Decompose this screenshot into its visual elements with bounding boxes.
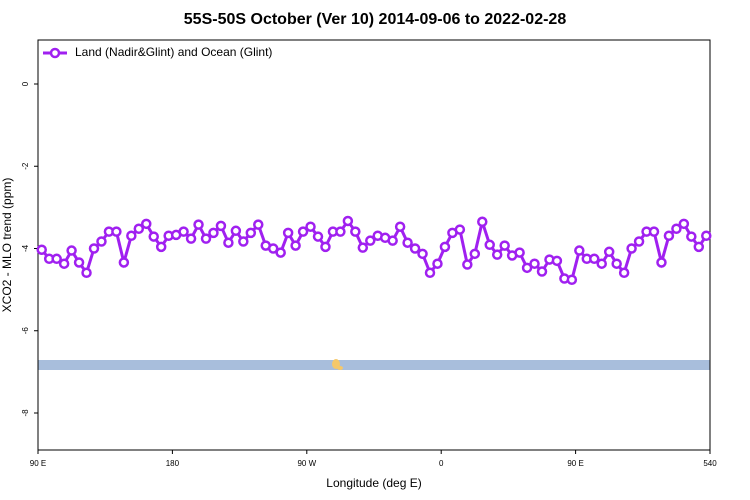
legend-label: Land (Nadir&Glint) and Ocean (Glint) (75, 45, 272, 59)
series-marker (477, 216, 488, 228)
series-marker (454, 224, 466, 235)
y-tick-label: -4 (21, 244, 30, 252)
series-marker (686, 231, 697, 242)
series-marker (521, 262, 533, 274)
series-marker (350, 226, 361, 237)
series-marker (81, 267, 92, 279)
series-marker (297, 226, 309, 237)
series-marker (432, 258, 443, 269)
land-mask-band (38, 360, 710, 370)
series-marker (574, 245, 585, 256)
series-marker (365, 235, 376, 246)
x-tick-label: 90 E (567, 459, 583, 468)
series-marker (58, 258, 70, 269)
series-marker (491, 249, 503, 260)
series-marker (357, 242, 369, 253)
series-marker (671, 223, 682, 235)
series-marker (208, 227, 219, 239)
series-marker (133, 223, 145, 235)
series-marker (253, 219, 264, 230)
series-marker (701, 230, 712, 241)
series-marker (469, 248, 481, 260)
series-marker (484, 239, 495, 251)
x-axis-label: Longitude (deg E) (326, 476, 421, 490)
series-marker (178, 226, 189, 237)
series-marker (275, 247, 286, 258)
series-marker (424, 267, 436, 279)
x-tick-label: 90 W (297, 459, 316, 468)
series-marker (409, 243, 421, 254)
series-marker (36, 244, 47, 255)
y-axis-label: XCO2 - MLO trend (ppm) (0, 178, 14, 313)
series-marker (282, 227, 294, 239)
series-marker (73, 257, 85, 268)
series-marker (566, 274, 578, 285)
series-marker (611, 258, 622, 269)
series-marker (215, 220, 227, 232)
series-marker (245, 227, 257, 239)
x-tick-label: 540 (703, 459, 717, 468)
series-marker (185, 233, 197, 244)
x-tick-label: 0 (439, 459, 444, 468)
x-tick-label: 90 E (30, 459, 46, 468)
chart-title: 55S-50S October (Ver 10) 2014-09-06 to 2… (184, 11, 567, 28)
series-marker (148, 231, 159, 242)
series-marker (238, 236, 249, 247)
plot-frame (37, 39, 711, 451)
series-marker (589, 253, 600, 265)
series-marker (596, 258, 607, 269)
series-marker (394, 221, 406, 232)
x-tick-label: 180 (166, 459, 180, 468)
series-marker (417, 248, 428, 260)
series-marker (618, 267, 630, 279)
y-tick-label: -8 (21, 409, 30, 417)
series-marker (499, 240, 510, 251)
land-mask-dot (337, 366, 343, 370)
series-marker (663, 230, 675, 241)
y-tick-label: -6 (21, 327, 30, 335)
series-marker (230, 225, 242, 237)
series-marker (126, 230, 137, 241)
series-marker (439, 241, 451, 253)
series-marker (678, 218, 690, 230)
series-marker (267, 243, 279, 254)
series-marker (693, 241, 705, 253)
series-marker (96, 236, 107, 247)
series-marker (603, 246, 615, 258)
series-marker (656, 257, 667, 268)
series-marker (626, 243, 637, 254)
series-marker (88, 243, 100, 254)
series-marker (312, 231, 324, 242)
series-marker (155, 241, 167, 253)
land-mask-dot (332, 359, 340, 369)
series-marker (141, 218, 152, 230)
series-marker (290, 240, 301, 251)
series-marker (111, 226, 122, 237)
series-marker (66, 245, 77, 256)
series-marker (514, 247, 525, 258)
series-marker (633, 236, 645, 247)
series-marker (536, 266, 548, 277)
series-marker (387, 235, 398, 246)
y-tick-label: -2 (21, 162, 30, 170)
series-marker (462, 259, 473, 270)
series-marker (402, 237, 413, 248)
series-marker (335, 226, 346, 237)
series-marker (51, 253, 62, 265)
series-marker (223, 237, 234, 248)
series-marker (200, 233, 212, 244)
series-marker (342, 215, 354, 227)
series-marker (305, 221, 316, 232)
series-marker (648, 226, 660, 237)
series-marker (118, 257, 130, 268)
series-marker (529, 258, 540, 269)
y-tick-label: 0 (21, 81, 30, 86)
legend-marker (49, 47, 61, 59)
series-marker (320, 241, 331, 253)
series-marker (551, 255, 563, 267)
series-marker (193, 219, 204, 230)
